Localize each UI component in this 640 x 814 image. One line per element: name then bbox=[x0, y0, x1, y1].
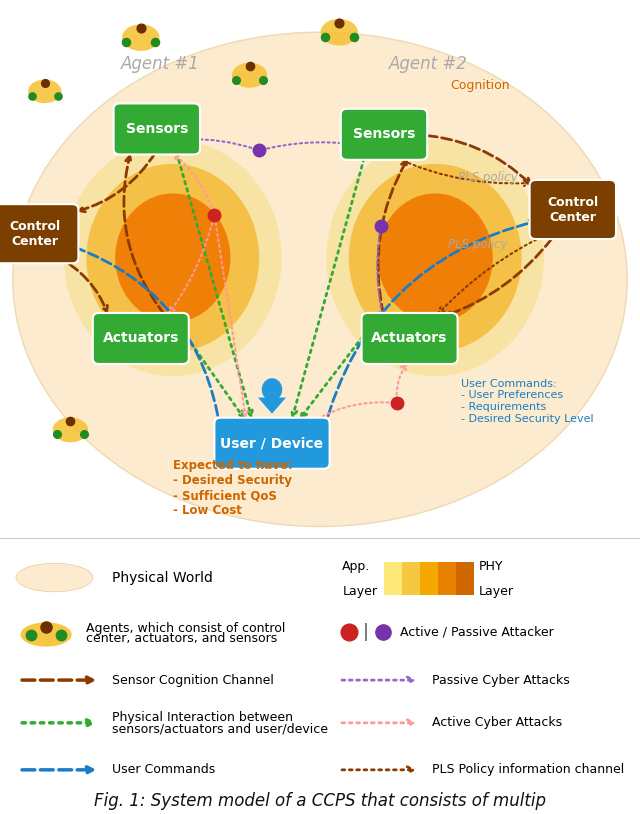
Bar bbox=[420, 562, 438, 594]
Text: Actuators: Actuators bbox=[102, 331, 179, 345]
Ellipse shape bbox=[20, 623, 72, 646]
Text: Agents, which consist of control: Agents, which consist of control bbox=[86, 623, 286, 635]
Text: Physical Interaction between: Physical Interaction between bbox=[112, 711, 293, 724]
Text: User Commands: User Commands bbox=[112, 764, 215, 777]
Text: center, actuators, and sensors: center, actuators, and sensors bbox=[86, 632, 278, 646]
Bar bbox=[438, 562, 456, 594]
Text: Control
Center: Control Center bbox=[10, 220, 61, 247]
Ellipse shape bbox=[321, 19, 358, 46]
Text: Agent #2: Agent #2 bbox=[389, 55, 468, 73]
Ellipse shape bbox=[13, 33, 627, 527]
Ellipse shape bbox=[378, 194, 493, 322]
Bar bbox=[402, 562, 420, 594]
Text: Passive Cyber Attacks: Passive Cyber Attacks bbox=[432, 674, 570, 686]
FancyBboxPatch shape bbox=[214, 418, 330, 469]
Text: Agent #1: Agent #1 bbox=[120, 55, 200, 73]
Text: Layer: Layer bbox=[479, 585, 514, 598]
Text: Sensors: Sensors bbox=[125, 122, 188, 136]
Ellipse shape bbox=[86, 164, 259, 352]
Ellipse shape bbox=[349, 164, 522, 352]
Text: sensors/actuators and user/device: sensors/actuators and user/device bbox=[112, 722, 328, 735]
Text: User / Device: User / Device bbox=[220, 436, 324, 450]
Ellipse shape bbox=[232, 63, 268, 88]
Text: PLS policy: PLS policy bbox=[448, 238, 508, 251]
Text: Actuators: Actuators bbox=[371, 331, 448, 345]
Text: Sensors: Sensors bbox=[353, 127, 415, 142]
FancyBboxPatch shape bbox=[530, 180, 616, 239]
Text: PLS Policy information channel: PLS Policy information channel bbox=[432, 764, 624, 777]
Text: Active / Passive Attacker: Active / Passive Attacker bbox=[400, 626, 554, 639]
Text: Control
Center: Control Center bbox=[547, 195, 598, 224]
Text: Sensor Cognition Channel: Sensor Cognition Channel bbox=[112, 674, 274, 686]
FancyBboxPatch shape bbox=[93, 313, 189, 364]
Text: |: | bbox=[363, 624, 369, 641]
FancyBboxPatch shape bbox=[340, 109, 428, 160]
Text: Fig. 1: System model of a CCPS that consists of multip: Fig. 1: System model of a CCPS that cons… bbox=[94, 792, 546, 810]
Bar bbox=[456, 562, 474, 594]
Ellipse shape bbox=[262, 379, 282, 400]
Ellipse shape bbox=[28, 80, 61, 103]
Ellipse shape bbox=[52, 418, 88, 442]
FancyBboxPatch shape bbox=[362, 313, 458, 364]
Ellipse shape bbox=[122, 24, 159, 51]
Text: Active Cyber Attacks: Active Cyber Attacks bbox=[432, 716, 562, 729]
Text: Physical World: Physical World bbox=[112, 571, 213, 584]
Text: App.: App. bbox=[342, 560, 371, 572]
Text: PLS policy: PLS policy bbox=[458, 171, 517, 184]
Bar bbox=[384, 562, 402, 594]
FancyBboxPatch shape bbox=[114, 103, 200, 155]
Text: Layer: Layer bbox=[342, 585, 378, 598]
Ellipse shape bbox=[326, 140, 544, 376]
FancyBboxPatch shape bbox=[0, 204, 79, 263]
Text: Expected to have:
- Desired Security
- Sufficient QoS
- Low Cost: Expected to have: - Desired Security - S… bbox=[173, 459, 292, 518]
Ellipse shape bbox=[16, 563, 93, 592]
Text: Cognition: Cognition bbox=[450, 80, 510, 93]
Ellipse shape bbox=[115, 194, 230, 322]
Ellipse shape bbox=[64, 140, 282, 376]
Polygon shape bbox=[258, 397, 286, 414]
Text: PHY: PHY bbox=[479, 560, 503, 572]
Text: User Commands:
- User Preferences
- Requirements
- Desired Security Level: User Commands: - User Preferences - Requ… bbox=[461, 379, 593, 423]
